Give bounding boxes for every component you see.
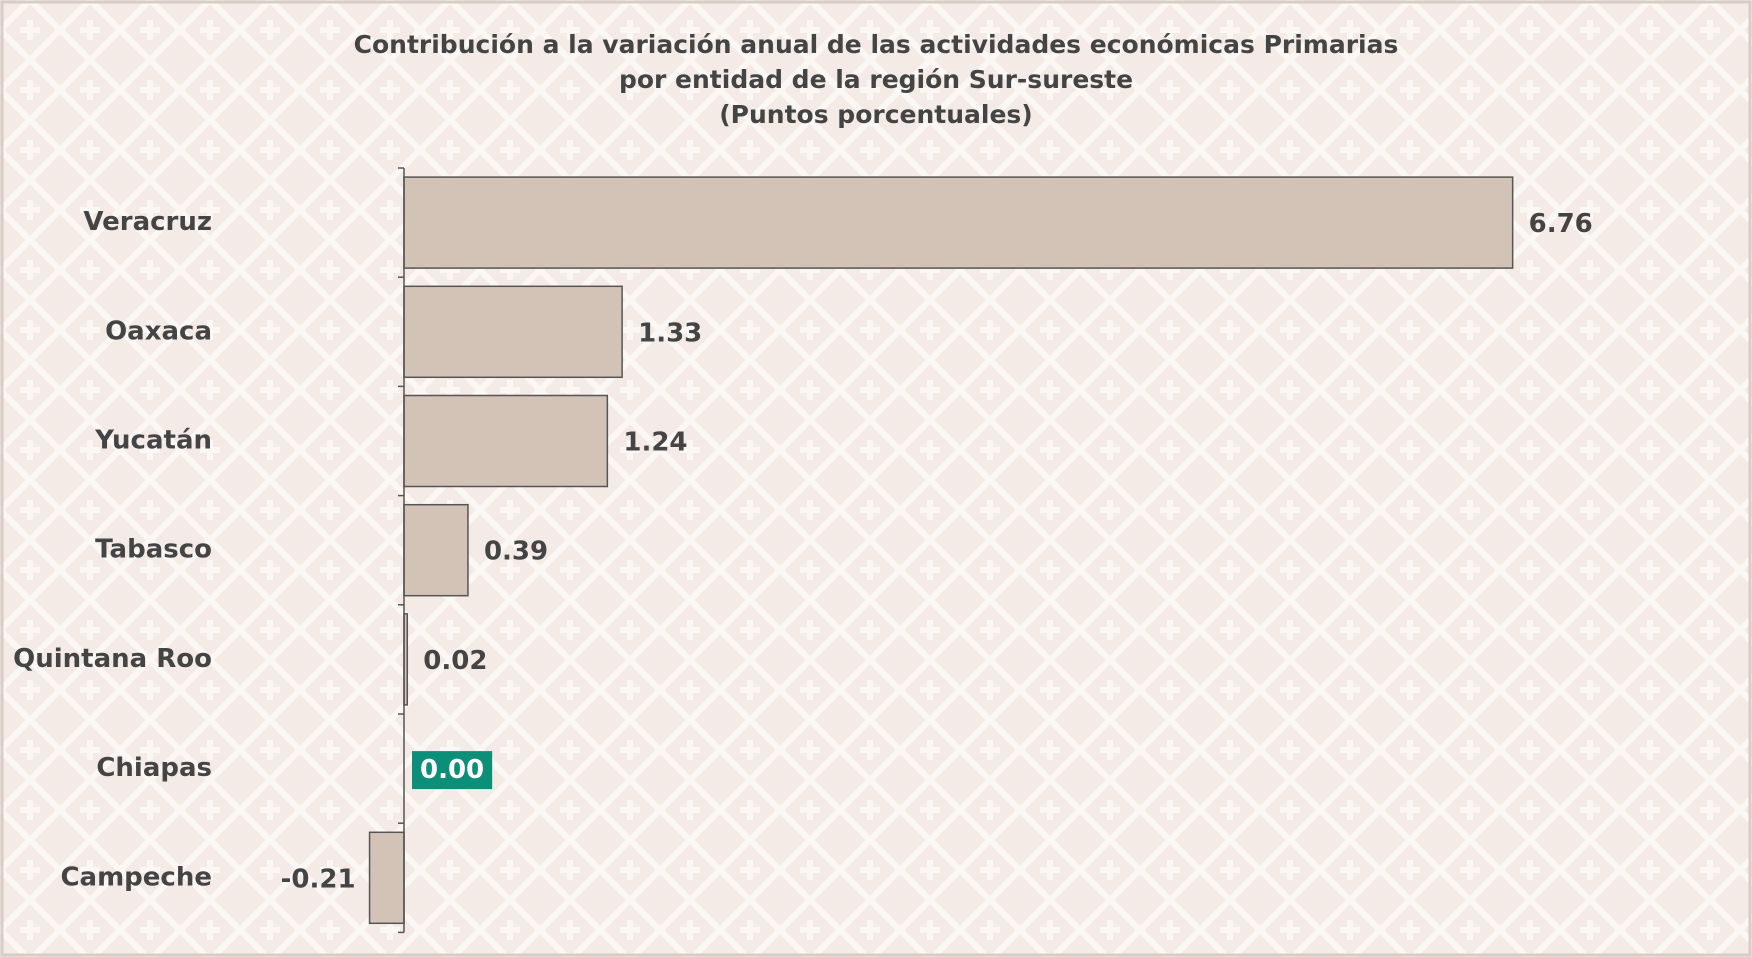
- category-label: Campeche: [60, 862, 212, 892]
- value-label: 0.02: [423, 646, 487, 676]
- category-label: Tabasco: [95, 535, 212, 565]
- category-label: Veracruz: [83, 207, 212, 237]
- category-label: Quintana Roo: [13, 644, 212, 674]
- value-label: 1.33: [638, 318, 702, 348]
- category-label: Chiapas: [96, 753, 212, 783]
- bar: [403, 394, 609, 488]
- value-label: -0.21: [281, 864, 356, 894]
- value-label: 0.00: [420, 755, 484, 785]
- bar: [368, 831, 405, 925]
- bar: [403, 176, 1514, 269]
- value-label: 6.76: [1529, 209, 1593, 239]
- category-label: Yucatán: [94, 426, 212, 456]
- chart-title: por entidad de la región Sur-sureste: [619, 65, 1133, 94]
- value-label: 1.24: [623, 428, 687, 458]
- chart-title: Contribución a la variación anual de las…: [354, 30, 1399, 59]
- bar: [403, 503, 469, 597]
- value-label: 0.39: [484, 537, 548, 567]
- category-label: Oaxaca: [105, 316, 212, 346]
- bar: [403, 285, 623, 379]
- value-label-highlight: [412, 751, 493, 790]
- chart-title: (Puntos porcentuales): [719, 100, 1032, 129]
